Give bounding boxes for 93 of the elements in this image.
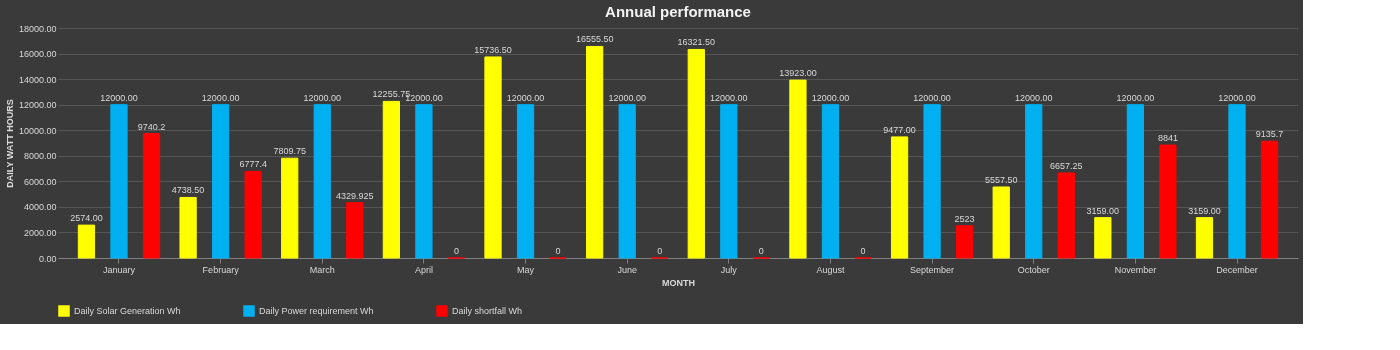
bar bbox=[992, 186, 1010, 259]
data-label: 0 bbox=[555, 246, 561, 256]
y-tick-label: 14000.00 bbox=[18, 74, 57, 85]
bar bbox=[821, 104, 840, 259]
data-label: 6777.4 bbox=[239, 159, 267, 170]
data-label: 9477.00 bbox=[883, 124, 916, 135]
x-tick-label: March bbox=[309, 264, 335, 275]
bar bbox=[142, 133, 161, 259]
bar bbox=[1057, 172, 1075, 259]
bar bbox=[890, 136, 909, 259]
y-tick-label: 10000.00 bbox=[18, 125, 57, 136]
bar bbox=[618, 104, 636, 259]
bar bbox=[484, 56, 502, 259]
x-tick-label: April bbox=[414, 264, 433, 275]
x-tick-label: November bbox=[1114, 264, 1157, 275]
bar bbox=[1228, 104, 1246, 259]
data-label: 7809.75 bbox=[273, 146, 307, 157]
bar bbox=[244, 170, 262, 259]
data-label: 4738.50 bbox=[171, 185, 205, 196]
data-label: 0 bbox=[657, 246, 663, 256]
data-label: 8841 bbox=[1157, 133, 1178, 144]
data-label: 0 bbox=[453, 246, 459, 256]
legend-label: Daily Solar Generation Wh bbox=[74, 306, 181, 316]
bar bbox=[281, 157, 299, 259]
y-tick-label: 12000.00 bbox=[18, 100, 57, 111]
data-label: 5557.50 bbox=[984, 174, 1018, 185]
bar bbox=[1025, 104, 1043, 259]
bar bbox=[516, 104, 535, 259]
data-label: 12000.00 bbox=[201, 92, 240, 103]
bar bbox=[110, 104, 128, 259]
y-tick-label: 6000.00 bbox=[23, 176, 57, 187]
x-tick-label: May bbox=[517, 264, 535, 275]
bar bbox=[415, 104, 433, 259]
data-label: 12000.00 bbox=[100, 92, 138, 103]
data-label: 6657.25 bbox=[1049, 160, 1083, 171]
bar bbox=[179, 196, 197, 259]
data-label: 4329.925 bbox=[336, 190, 374, 201]
x-tick-label: October bbox=[1017, 264, 1050, 275]
x-tick-label: January bbox=[102, 264, 136, 275]
bar bbox=[586, 45, 604, 259]
x-tick-label: December bbox=[1216, 264, 1258, 275]
data-label: 12000.00 bbox=[710, 92, 748, 103]
bar bbox=[1126, 104, 1145, 259]
y-tick-label: 8000.00 bbox=[23, 151, 57, 162]
data-label: 3159.00 bbox=[1086, 205, 1120, 216]
data-label: 2574.00 bbox=[70, 213, 103, 224]
y-tick-label: 16000.00 bbox=[18, 49, 57, 60]
bar bbox=[313, 104, 331, 259]
chart-title: Annual performance bbox=[605, 3, 751, 20]
data-label: 9135.7 bbox=[1255, 129, 1284, 140]
x-tick-label: February bbox=[202, 264, 240, 275]
data-label: 2523 bbox=[954, 213, 975, 224]
legend-label: Daily shortfall Wh bbox=[452, 306, 523, 316]
x-axis-title: MONTH bbox=[662, 277, 695, 288]
data-label: 12000.00 bbox=[1218, 92, 1256, 103]
data-label: 12000.00 bbox=[1116, 92, 1155, 103]
y-tick-label: 0.00 bbox=[38, 253, 57, 264]
x-tick-label: June bbox=[617, 264, 637, 275]
data-label: 3159.00 bbox=[1188, 205, 1221, 216]
data-label: 13923.00 bbox=[779, 68, 817, 79]
bar bbox=[923, 104, 941, 259]
data-label: 9740.2 bbox=[137, 121, 166, 132]
data-label: 12000.00 bbox=[303, 92, 342, 103]
data-label: 12000.00 bbox=[608, 92, 646, 103]
bar bbox=[1159, 144, 1177, 259]
y-tick-label: 18000.00 bbox=[18, 23, 57, 34]
data-label: 0 bbox=[860, 246, 866, 256]
bar bbox=[1094, 217, 1112, 259]
data-label: 12000.00 bbox=[811, 92, 850, 103]
legend-label: Daily Power requirement Wh bbox=[259, 306, 374, 316]
data-label: 12000.00 bbox=[506, 92, 545, 103]
x-tick-label: September bbox=[910, 264, 955, 275]
y-tick-label: 4000.00 bbox=[23, 202, 57, 213]
bar bbox=[687, 48, 705, 259]
data-label: 16321.50 bbox=[677, 37, 716, 48]
data-label: 16555.50 bbox=[575, 34, 614, 45]
bar bbox=[1260, 140, 1279, 259]
x-tick-label: July bbox=[720, 264, 738, 275]
x-tick-label: August bbox=[816, 264, 845, 275]
y-tick-label: 2000.00 bbox=[23, 227, 57, 238]
data-label: 12000.00 bbox=[1014, 92, 1053, 103]
bar bbox=[955, 225, 974, 259]
data-label: 12000.00 bbox=[913, 92, 951, 103]
bar bbox=[1195, 217, 1214, 259]
data-label: 0 bbox=[758, 246, 764, 256]
bar bbox=[382, 100, 401, 259]
data-label: 15736.50 bbox=[474, 44, 512, 55]
bar bbox=[346, 202, 364, 259]
bar bbox=[211, 104, 230, 259]
bar bbox=[720, 104, 738, 259]
bar bbox=[77, 224, 96, 259]
y-axis-title: DAILY WATT HOURS bbox=[4, 99, 15, 188]
bar bbox=[789, 79, 807, 259]
